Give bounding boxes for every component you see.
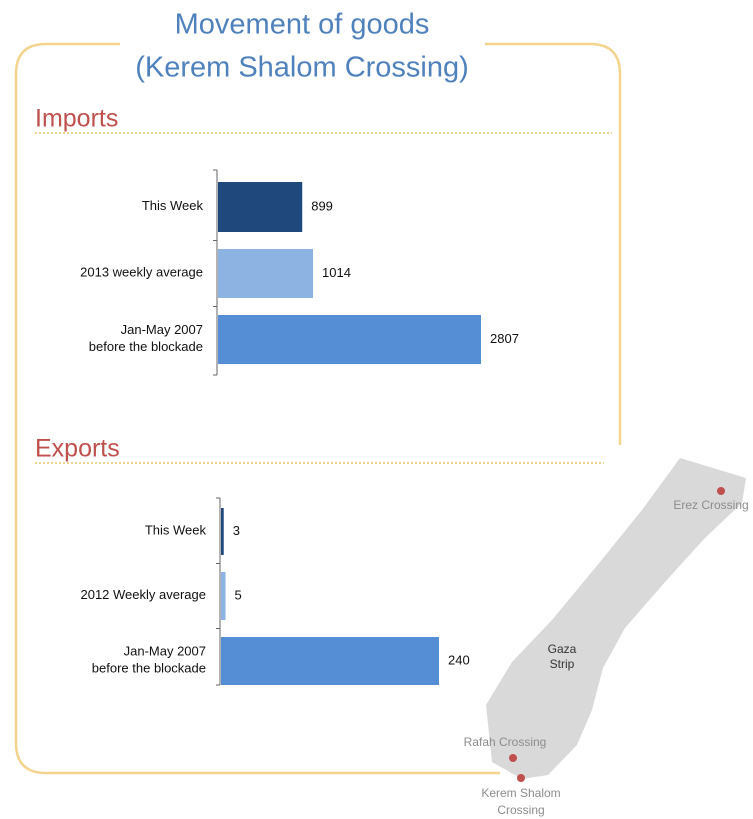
category-label: This Week — [145, 523, 207, 538]
map-label: Erez Crossing — [673, 498, 748, 512]
category-label: 2012 Weekly average — [80, 587, 206, 602]
value-label: 5 — [235, 587, 242, 602]
map-label: Rafah Crossing — [464, 735, 547, 749]
bar — [218, 315, 481, 364]
bar — [221, 508, 224, 555]
title-line: (Kerem Shalom Crossing) — [135, 52, 469, 84]
category-label: This Week — [142, 198, 204, 213]
map-label: Crossing — [497, 803, 544, 817]
bar — [221, 637, 439, 685]
value-label: 899 — [311, 198, 333, 213]
bar — [221, 572, 226, 620]
map-dot — [509, 754, 517, 762]
bar — [218, 182, 303, 232]
category-label: Jan-May 2007 before the blockade — [89, 322, 203, 354]
title-line: Movement of goods — [175, 9, 430, 41]
value-label: 240 — [448, 652, 470, 667]
map-label: Kerem Shalom — [481, 786, 560, 800]
value-label: 1014 — [322, 265, 351, 280]
value-label: 2807 — [490, 331, 519, 346]
map-dot — [717, 487, 725, 495]
map-dot — [517, 774, 525, 782]
frame — [485, 42, 622, 445]
section-title: Exports — [35, 435, 120, 463]
map-label: Gaza — [548, 642, 577, 656]
map-label: Strip — [550, 657, 575, 671]
bar — [218, 249, 314, 298]
frame — [14, 42, 500, 775]
gaza-map — [486, 458, 746, 779]
category-label: Jan-May 2007 before the blockade — [92, 644, 206, 676]
category-label: 2013 weekly average — [80, 265, 203, 280]
value-label: 3 — [233, 523, 240, 538]
section-title: Imports — [35, 105, 118, 133]
